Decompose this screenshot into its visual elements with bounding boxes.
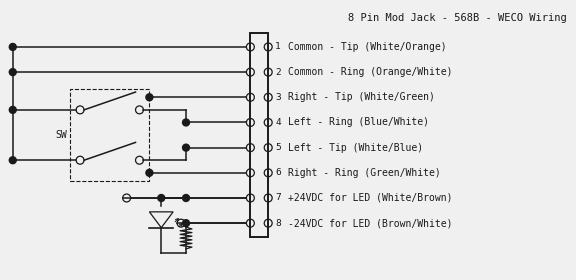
Text: Left - Tip (White/Blue): Left - Tip (White/Blue) bbox=[288, 143, 423, 153]
Text: Left - Ring (Blue/White): Left - Ring (Blue/White) bbox=[288, 118, 429, 127]
Text: Common - Tip (White/Orange): Common - Tip (White/Orange) bbox=[288, 42, 446, 52]
Circle shape bbox=[183, 195, 190, 201]
Bar bbox=[251, 33, 268, 237]
Text: 1: 1 bbox=[275, 43, 281, 52]
Text: 5: 5 bbox=[275, 143, 281, 152]
Circle shape bbox=[146, 94, 153, 101]
Circle shape bbox=[9, 69, 16, 76]
Text: 4: 4 bbox=[275, 118, 281, 127]
Text: Right - Ring (Green/White): Right - Ring (Green/White) bbox=[288, 168, 441, 178]
Text: 8: 8 bbox=[275, 219, 281, 228]
Text: 7: 7 bbox=[275, 193, 281, 202]
Text: 2: 2 bbox=[275, 67, 281, 77]
Circle shape bbox=[9, 43, 16, 50]
Text: 8 Pin Mod Jack - 568B - WECO Wiring: 8 Pin Mod Jack - 568B - WECO Wiring bbox=[348, 13, 567, 23]
Text: SW: SW bbox=[55, 130, 67, 140]
Text: Common - Ring (Orange/White): Common - Ring (Orange/White) bbox=[288, 67, 453, 77]
Circle shape bbox=[158, 195, 165, 201]
Circle shape bbox=[9, 157, 16, 164]
Circle shape bbox=[9, 106, 16, 113]
Text: 6: 6 bbox=[275, 168, 281, 177]
Circle shape bbox=[183, 144, 190, 151]
Circle shape bbox=[183, 220, 190, 227]
Text: Right - Tip (White/Green): Right - Tip (White/Green) bbox=[288, 92, 435, 102]
Text: 3: 3 bbox=[275, 93, 281, 102]
Text: +24VDC for LED (White/Brown): +24VDC for LED (White/Brown) bbox=[288, 193, 453, 203]
Circle shape bbox=[183, 119, 190, 126]
Bar bbox=[70, 89, 149, 181]
Text: -24VDC for LED (Brown/White): -24VDC for LED (Brown/White) bbox=[288, 218, 453, 228]
Circle shape bbox=[146, 169, 153, 176]
